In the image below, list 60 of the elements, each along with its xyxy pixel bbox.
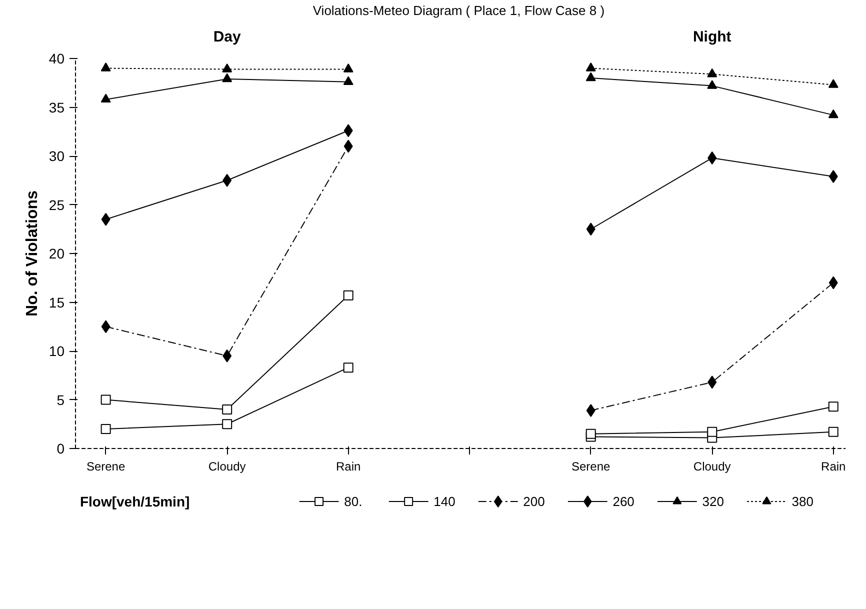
point bbox=[828, 276, 838, 290]
point bbox=[828, 109, 838, 118]
point bbox=[101, 320, 110, 334]
y-tick-label: 30 bbox=[48, 148, 65, 164]
x-tick-label: Rain bbox=[821, 460, 846, 474]
point bbox=[100, 62, 111, 72]
text: Night bbox=[692, 28, 732, 46]
legend-label: 80. bbox=[344, 494, 362, 509]
point bbox=[586, 428, 596, 439]
y-tick-label: 10 bbox=[48, 343, 65, 359]
point bbox=[586, 404, 596, 417]
point bbox=[707, 426, 718, 437]
point bbox=[708, 151, 717, 164]
point bbox=[828, 79, 838, 88]
y-tick-label: 40 bbox=[48, 50, 65, 66]
point bbox=[344, 140, 353, 153]
y-tick-label: 20 bbox=[48, 246, 65, 262]
y-axis-title: No. of Violations bbox=[24, 190, 41, 316]
x-tick-label: Cloudy bbox=[693, 460, 731, 474]
point bbox=[343, 64, 354, 72]
point bbox=[222, 349, 232, 362]
point bbox=[343, 76, 354, 85]
x-tick-label: Cloudy bbox=[208, 460, 246, 474]
legend-label: 140 bbox=[434, 494, 456, 509]
legend-label: 200 bbox=[523, 494, 545, 509]
x-tick-label: Rain bbox=[336, 460, 361, 474]
text: Day bbox=[213, 28, 242, 46]
point bbox=[222, 174, 232, 187]
point bbox=[222, 64, 232, 72]
point bbox=[101, 212, 110, 226]
point bbox=[586, 222, 596, 236]
y-tick-label: 5 bbox=[56, 392, 65, 408]
point bbox=[100, 94, 111, 103]
point bbox=[100, 424, 111, 434]
point bbox=[586, 62, 596, 72]
chart-title: Violations-Meteo Diagram ( Place 1, Flow Case 8 ) bbox=[312, 3, 605, 18]
point bbox=[707, 68, 718, 78]
legend-label: 320 bbox=[702, 494, 724, 509]
legend-label: 380 bbox=[792, 494, 814, 509]
x-tick-label: Serene bbox=[572, 460, 611, 474]
y-tick-label: 0 bbox=[56, 440, 65, 456]
point bbox=[343, 362, 354, 373]
point bbox=[828, 426, 838, 437]
point bbox=[222, 404, 232, 414]
point bbox=[343, 290, 354, 300]
point bbox=[828, 170, 838, 183]
y-tick-label: 15 bbox=[48, 294, 65, 310]
legend-title: Flow[veh/15min] bbox=[80, 494, 190, 510]
point bbox=[100, 394, 111, 405]
y-tick-label: 35 bbox=[48, 99, 65, 116]
point bbox=[222, 73, 232, 82]
legend-label: 260 bbox=[612, 494, 634, 509]
point bbox=[708, 376, 717, 389]
x-tick-label: Serene bbox=[86, 460, 126, 474]
point bbox=[222, 419, 232, 430]
point bbox=[344, 124, 353, 138]
point bbox=[828, 402, 838, 412]
y-tick-label: 25 bbox=[48, 196, 65, 213]
point bbox=[586, 72, 596, 82]
point bbox=[707, 80, 718, 89]
